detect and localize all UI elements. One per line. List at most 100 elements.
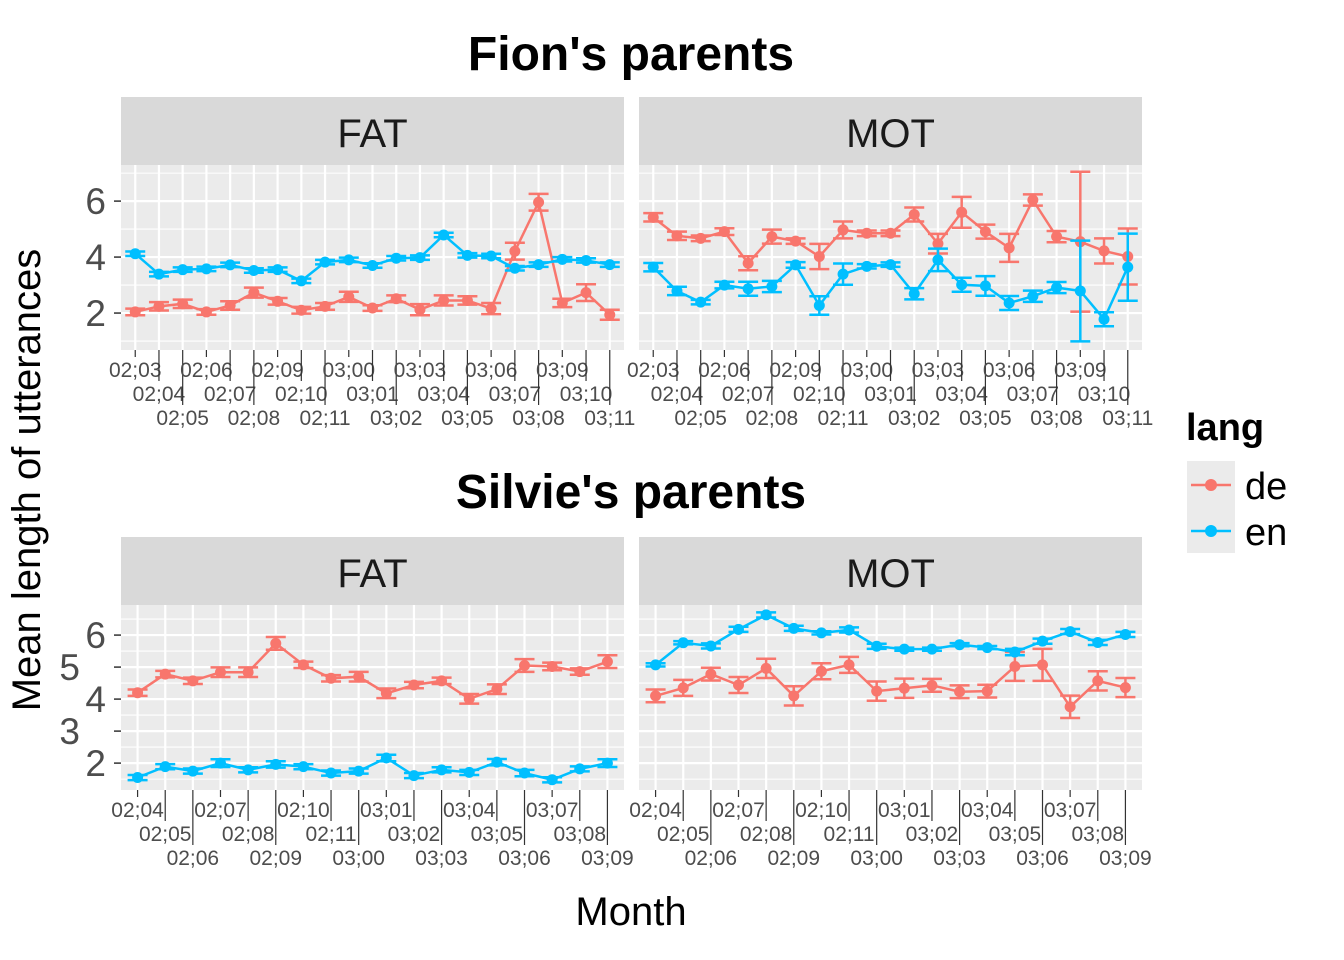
- data-point: [1119, 682, 1131, 694]
- data-point: [580, 254, 592, 266]
- data-point: [343, 254, 355, 266]
- data-point: [367, 302, 378, 314]
- x-tick-label: 03;02: [888, 407, 941, 430]
- data-point: [200, 263, 212, 275]
- data-point: [343, 291, 355, 303]
- data-point: [270, 758, 282, 770]
- data-point: [485, 303, 497, 315]
- legend-label-en: en: [1245, 512, 1287, 554]
- x-tick-label: 02;10: [795, 799, 848, 822]
- data-point: [790, 235, 802, 247]
- data-point: [546, 774, 558, 786]
- data-point: [981, 642, 993, 654]
- x-tick-label: 03;04: [443, 799, 496, 822]
- data-point: [248, 287, 260, 299]
- facet-row: Silvie's parents23456FAT02;0402;0502;060…: [59, 466, 1151, 870]
- data-point: [695, 296, 707, 308]
- x-tick-label: 03;04: [417, 383, 470, 406]
- data-point: [533, 196, 545, 208]
- data-point: [1009, 646, 1021, 658]
- x-tick-label: 02;07: [204, 383, 257, 406]
- data-point: [861, 260, 873, 272]
- data-point: [650, 659, 662, 671]
- data-point: [132, 772, 144, 784]
- data-point: [461, 249, 473, 261]
- data-point: [177, 264, 189, 276]
- data-point: [813, 299, 825, 311]
- data-point: [926, 679, 938, 691]
- x-tick-label: 03;00: [850, 847, 903, 870]
- x-tick-label: 02;09: [251, 359, 304, 382]
- data-point: [979, 280, 991, 292]
- facet-strip-label: FAT: [337, 112, 407, 156]
- data-point: [159, 761, 171, 773]
- data-point: [932, 254, 944, 266]
- data-point: [132, 687, 144, 699]
- x-tick-label: 02;08: [746, 407, 799, 430]
- data-point: [871, 685, 883, 697]
- x-tick-label: 02;07: [194, 799, 247, 822]
- data-point: [718, 279, 730, 291]
- y-tick-label: 4: [85, 237, 106, 278]
- data-point: [788, 622, 800, 634]
- facet-strip: [639, 97, 1142, 165]
- data-point: [295, 275, 307, 287]
- y-axis-title: Mean length of utterances: [5, 249, 49, 712]
- x-tick-label: 03;03: [394, 359, 447, 382]
- x-tick-label: 03;05: [471, 823, 524, 846]
- facet-strip: [121, 97, 624, 165]
- x-tick-label: 03;03: [933, 847, 986, 870]
- data-point: [380, 752, 392, 764]
- x-tick-label: 03;08: [512, 407, 565, 430]
- data-point: [790, 259, 802, 271]
- data-point: [954, 686, 966, 698]
- legend-point-de: [1205, 479, 1217, 491]
- data-point: [885, 259, 896, 271]
- x-tick-label: 03;10: [1078, 383, 1131, 406]
- x-tick-label: 02;04: [111, 799, 164, 822]
- data-point: [436, 675, 448, 687]
- data-point: [519, 767, 531, 779]
- data-point: [367, 259, 378, 271]
- data-point: [732, 623, 744, 635]
- data-point: [297, 761, 309, 773]
- data-point: [1092, 675, 1104, 687]
- x-tick-label: 03;10: [560, 383, 613, 406]
- data-point: [705, 668, 717, 680]
- data-point: [129, 248, 141, 260]
- x-tick-label: 03;11: [1102, 407, 1153, 430]
- series-en: [645, 609, 1136, 671]
- data-point: [390, 293, 402, 305]
- x-tick-label: 03;08: [1030, 407, 1083, 430]
- facet-strip: [639, 537, 1142, 605]
- x-tick-label: 02;05: [156, 407, 209, 430]
- data-point: [695, 232, 707, 244]
- data-point: [1037, 635, 1049, 647]
- x-tick-label: 03;04: [935, 383, 988, 406]
- data-point: [766, 280, 778, 292]
- data-point: [760, 662, 772, 674]
- x-tick-label: 03;00: [322, 359, 375, 382]
- data-point: [1009, 660, 1021, 672]
- data-point: [601, 757, 613, 769]
- data-point: [742, 257, 754, 269]
- data-point: [815, 665, 827, 677]
- data-point: [546, 660, 558, 672]
- data-point: [1027, 194, 1039, 206]
- x-tick-label: 03;04: [961, 799, 1014, 822]
- x-tick-label: 03;09: [581, 847, 634, 870]
- x-tick-label: 03;01: [878, 799, 931, 822]
- x-tick-label: 02;06: [180, 359, 233, 382]
- data-point: [463, 766, 475, 778]
- x-tick-label: 02;08: [228, 407, 281, 430]
- y-tick-label: 3: [59, 711, 80, 752]
- legend-label-de: de: [1245, 466, 1287, 508]
- facet-panel-mot: MOT02;0302;0402;0502;0602;0702;0802;0902…: [627, 97, 1153, 430]
- x-tick-label: 03;05: [441, 407, 494, 430]
- data-point: [871, 640, 883, 652]
- series-de: [643, 170, 1138, 313]
- data-point: [414, 304, 426, 316]
- data-point: [319, 300, 331, 312]
- data-point: [187, 675, 199, 687]
- x-tick-label: 02;08: [222, 823, 275, 846]
